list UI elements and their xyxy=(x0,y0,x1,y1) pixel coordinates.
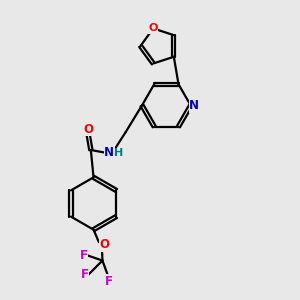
Text: O: O xyxy=(83,123,93,136)
Text: F: F xyxy=(81,268,88,281)
Text: N: N xyxy=(189,99,199,112)
Text: H: H xyxy=(114,148,123,158)
Text: O: O xyxy=(148,23,158,33)
Text: F: F xyxy=(104,275,112,288)
Text: F: F xyxy=(80,249,87,262)
Text: N: N xyxy=(104,146,114,160)
Text: O: O xyxy=(99,238,109,251)
